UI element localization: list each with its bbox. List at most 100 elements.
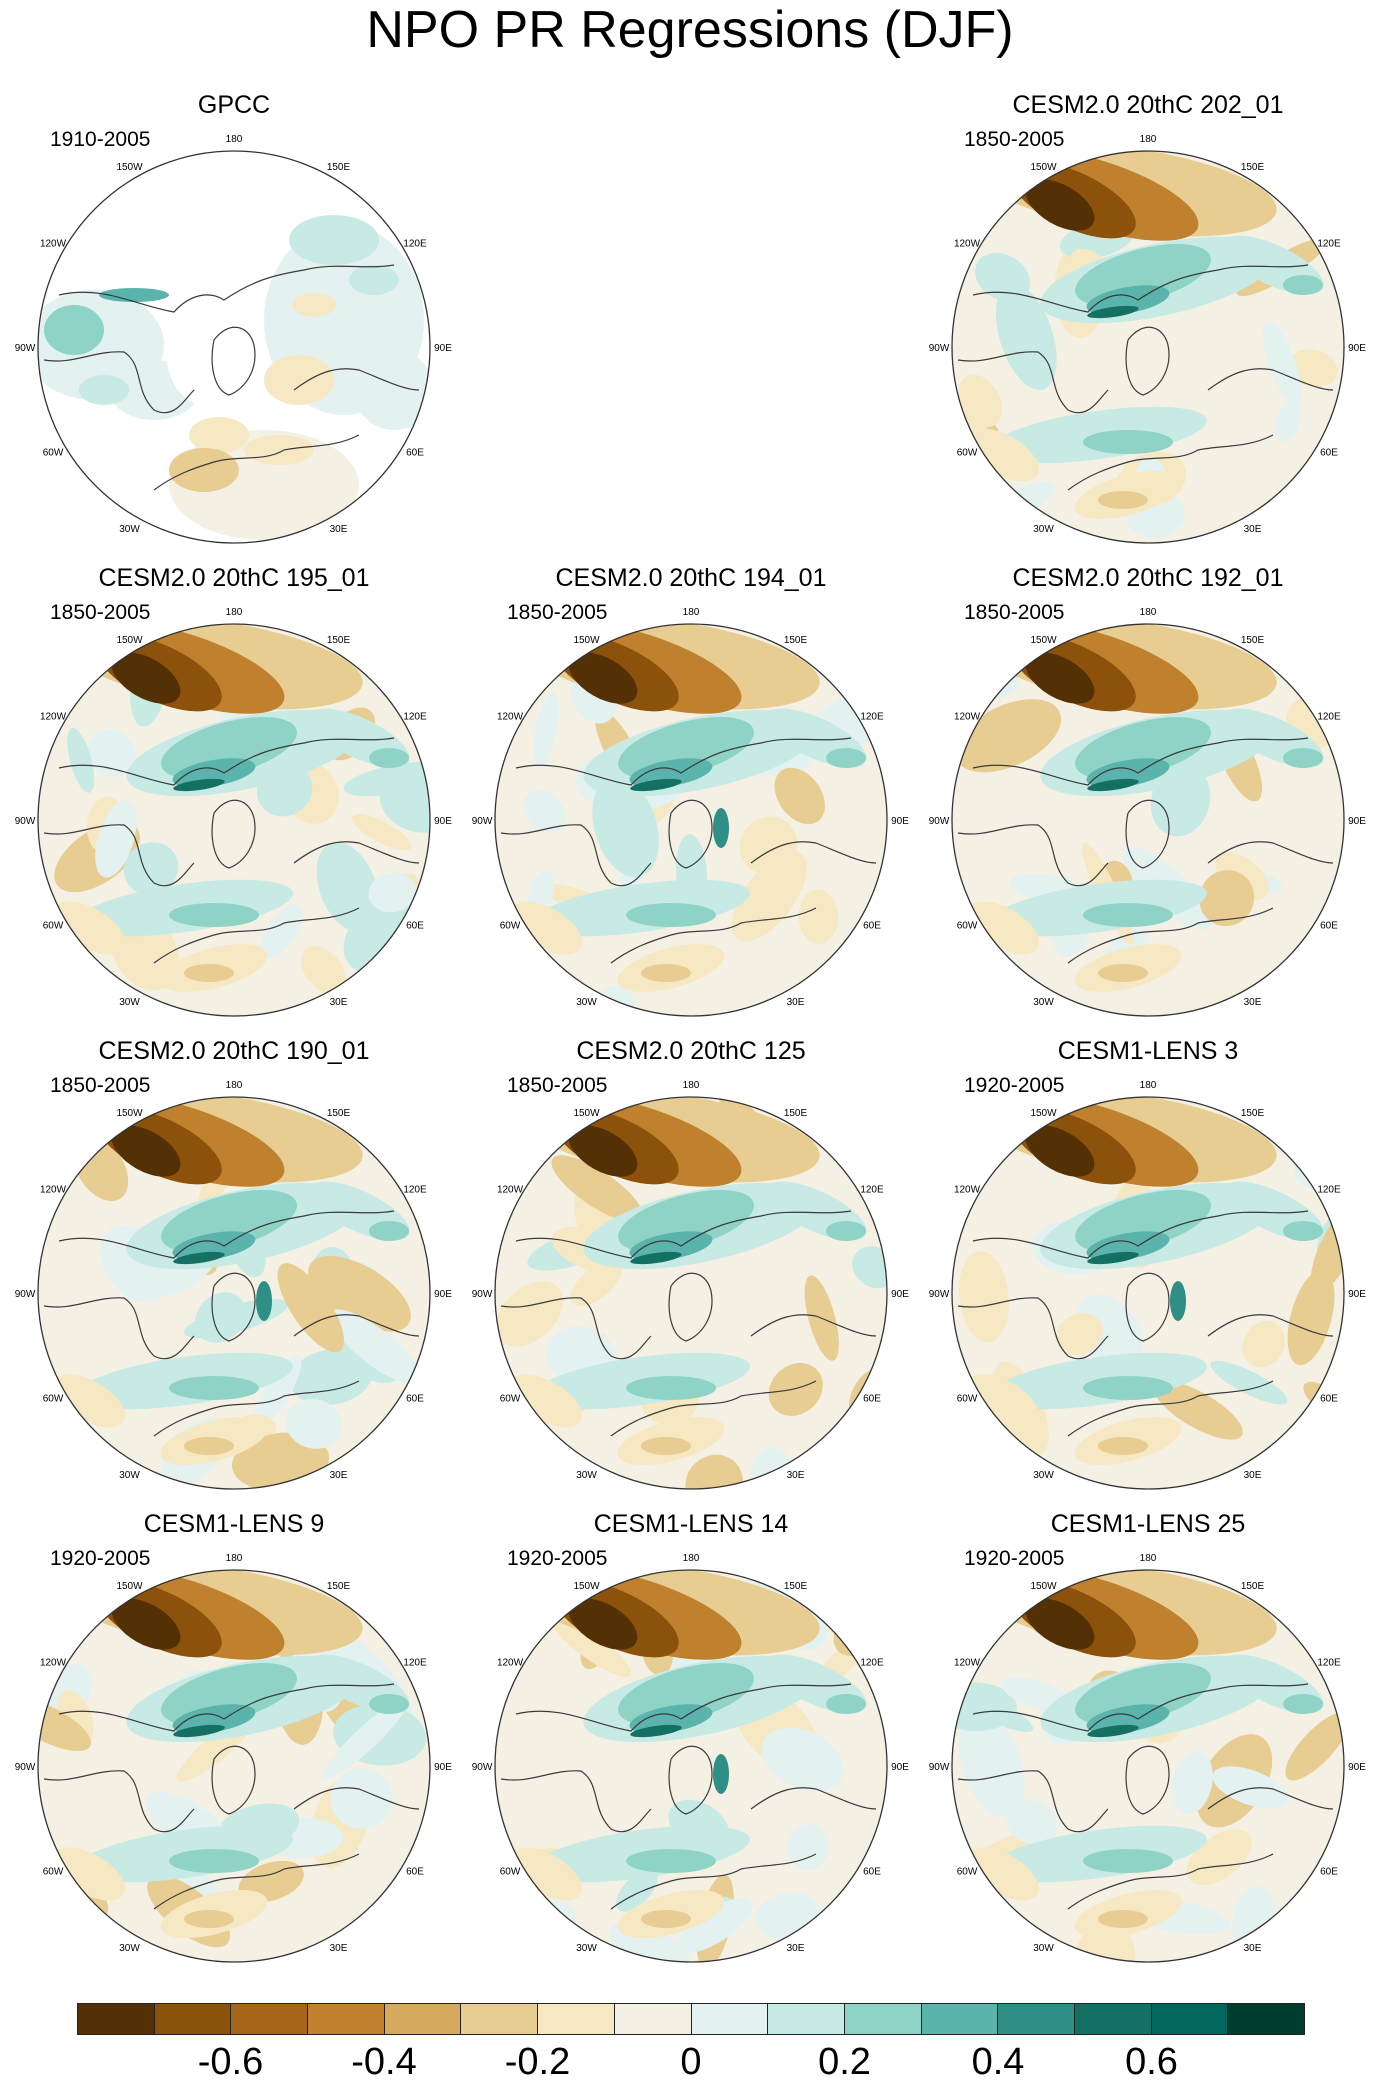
- colorbar-swatch: [154, 2004, 232, 2034]
- longitude-label: 120E: [860, 1185, 884, 1196]
- panel-period: 1850-2005: [50, 1074, 151, 1097]
- longitude-label: 30W: [119, 1943, 140, 1954]
- polar-map: 180150E120E90E60E30E030W60W90W120W150W: [15, 1080, 452, 1490]
- longitude-label: 30W: [1033, 1470, 1054, 1481]
- longitude-label: 120W: [497, 712, 524, 723]
- map-panel: 180150E120E90E60E30E030W60W90W120W150WCE…: [14, 1036, 454, 1496]
- longitude-label: 30W: [1033, 1943, 1054, 1954]
- longitude-label: 60E: [406, 448, 424, 459]
- longitude-label: 30W: [119, 1470, 140, 1481]
- coastline: [500, 1770, 652, 1833]
- coastline: [750, 1314, 877, 1337]
- panel-period: 1920-2005: [507, 1547, 608, 1570]
- colorbar-tick-label: 0: [680, 2041, 702, 2083]
- coastline: [1067, 1380, 1274, 1437]
- coastline: [750, 841, 877, 864]
- map-boundary: [951, 150, 1345, 544]
- coastline: [515, 1210, 852, 1259]
- longitude-label: 60W: [43, 921, 64, 932]
- longitude-label: 30E: [330, 524, 348, 535]
- longitude-label: 60W: [957, 448, 978, 459]
- longitude-label: 180: [226, 1080, 243, 1091]
- longitude-label: 150E: [327, 162, 351, 173]
- panel-period: 1850-2005: [507, 1074, 608, 1097]
- regression-field: [495, 1097, 887, 1489]
- longitude-label: 60W: [500, 921, 521, 932]
- polar-map: 180150E120E90E60E30E030W60W90W120W150W: [472, 1553, 909, 1963]
- longitude-label: 120W: [40, 239, 67, 250]
- coastline: [211, 326, 256, 396]
- coastline: [153, 907, 360, 964]
- panel-period: 1850-2005: [507, 601, 608, 624]
- longitude-label: 60E: [1320, 921, 1338, 932]
- longitude-label: 90W: [15, 343, 36, 354]
- colorbar-swatch: [78, 2004, 155, 2034]
- coastline: [668, 1745, 713, 1815]
- map-boundary: [951, 1096, 1345, 1490]
- panel-title: CESM1-LENS 14: [593, 1510, 789, 1538]
- map-boundary: [494, 1569, 888, 1963]
- coastline: [610, 1380, 817, 1437]
- map-boundary: [951, 1569, 1345, 1963]
- longitude-label: 180: [226, 607, 243, 618]
- coastline: [43, 1770, 195, 1833]
- panel-title: CESM1-LENS 3: [1057, 1037, 1239, 1065]
- longitude-label: 150W: [573, 1108, 600, 1119]
- longitude-label: 150E: [784, 1581, 808, 1592]
- panel-title: CESM2.0 20thC 125: [576, 1037, 806, 1065]
- longitude-label: 120E: [860, 1658, 884, 1669]
- map-panel: 180150E120E90E60E30E030W60W90W120W150WCE…: [928, 1036, 1368, 1496]
- regression-field: [952, 1570, 1344, 1962]
- colorbar-tick-label: -0.2: [504, 2041, 571, 2083]
- longitude-label: 60W: [957, 1867, 978, 1878]
- longitude-label: 90W: [929, 816, 950, 827]
- longitude-label: 150E: [784, 635, 808, 646]
- coastline: [972, 1210, 1309, 1259]
- coastline: [1207, 1314, 1334, 1337]
- coastline: [500, 1297, 652, 1360]
- coastline: [957, 351, 1109, 414]
- map-boundary: [37, 1096, 431, 1490]
- longitude-label: 120E: [403, 1185, 427, 1196]
- panel-title: GPCC: [197, 91, 271, 119]
- map-panel: 180150E120E90E60E30E030W60W90W120W150WCE…: [471, 1036, 911, 1496]
- longitude-label: 30E: [1244, 997, 1262, 1008]
- polar-map: 180150E120E90E60E30E030W60W90W120W150W: [929, 1080, 1366, 1490]
- coastline: [515, 1683, 852, 1732]
- longitude-label: 30W: [576, 1470, 597, 1481]
- longitude-label: 90W: [15, 1289, 36, 1300]
- coastline: [668, 1272, 713, 1342]
- longitude-label: 150E: [1241, 162, 1265, 173]
- colorbar-tick-label: -0.6: [197, 2041, 264, 2083]
- coastline: [1207, 841, 1334, 864]
- panel-period: 1850-2005: [50, 601, 151, 624]
- longitude-label: 90W: [472, 816, 493, 827]
- longitude-label: 90E: [1348, 1289, 1366, 1300]
- colorbar-swatch: [231, 2004, 309, 2034]
- map-boundary: [494, 623, 888, 1017]
- longitude-label: 150E: [784, 1108, 808, 1119]
- longitude-label: 60W: [957, 1394, 978, 1405]
- longitude-label: 90E: [891, 1762, 909, 1773]
- coastline: [972, 264, 1309, 313]
- colorbar-tick-label: 0.4: [971, 2041, 1025, 2083]
- longitude-label: 150W: [573, 1581, 600, 1592]
- longitude-label: 90E: [891, 816, 909, 827]
- longitude-label: 150W: [116, 1581, 143, 1592]
- longitude-label: 150W: [1030, 635, 1057, 646]
- coastline: [610, 907, 817, 964]
- longitude-label: 150E: [1241, 1581, 1265, 1592]
- longitude-label: 30E: [1244, 1943, 1262, 1954]
- coastline: [293, 368, 420, 391]
- longitude-label: 150W: [1030, 1581, 1057, 1592]
- longitude-label: 120E: [403, 239, 427, 250]
- polar-map: 180150E120E90E60E30E030W60W90W120W150W: [929, 134, 1366, 544]
- colorbar-swatch: [538, 2004, 615, 2034]
- longitude-label: 60E: [406, 1867, 424, 1878]
- longitude-label: 150W: [116, 162, 143, 173]
- polar-map: 180150E120E90E60E30E030W60W90W120W150W: [15, 134, 452, 544]
- longitude-label: 30E: [787, 1943, 805, 1954]
- longitude-label: 90W: [472, 1762, 493, 1773]
- coastline: [293, 1787, 420, 1810]
- coastline: [1125, 799, 1170, 869]
